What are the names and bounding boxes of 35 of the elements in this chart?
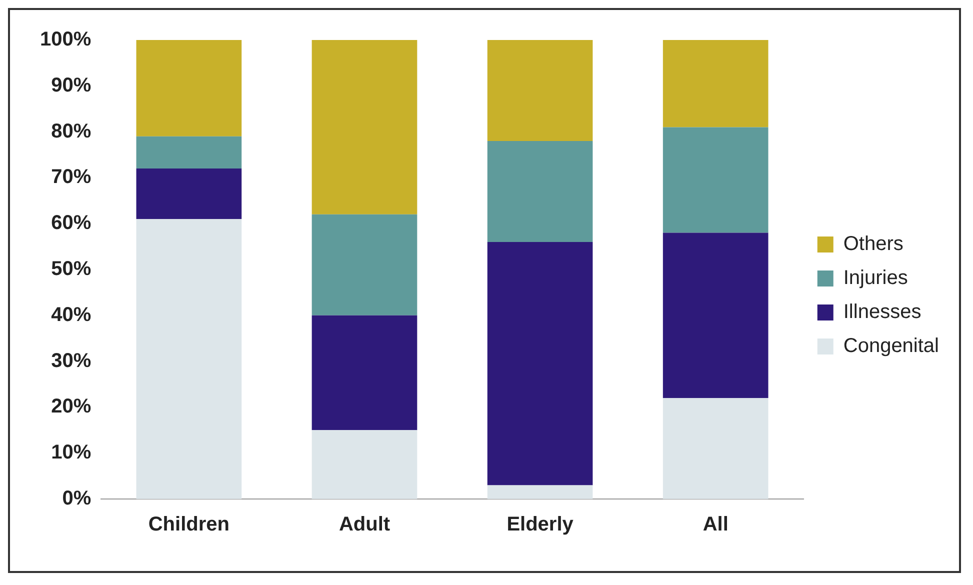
bar bbox=[136, 168, 242, 220]
bar bbox=[662, 232, 768, 398]
legend-label: Illnesses bbox=[843, 301, 922, 324]
legend-label: Congenital bbox=[843, 335, 939, 358]
bar bbox=[487, 242, 593, 486]
y-tick-label: 10% bbox=[51, 442, 92, 464]
x-tick-label: Children bbox=[148, 514, 230, 536]
bar bbox=[312, 315, 418, 430]
legend-label: Injuries bbox=[843, 267, 908, 290]
bar bbox=[136, 219, 242, 499]
legend-label: Others bbox=[843, 233, 904, 256]
y-tick-label: 80% bbox=[51, 120, 92, 142]
bar bbox=[487, 40, 593, 141]
bar bbox=[662, 398, 768, 499]
x-tick-label: Elderly bbox=[506, 514, 574, 536]
x-tick-label: Adult bbox=[338, 514, 390, 536]
y-tick-label: 50% bbox=[51, 258, 92, 280]
bar bbox=[136, 136, 242, 169]
y-tick-label: 30% bbox=[51, 350, 92, 372]
y-tick-label: 40% bbox=[51, 304, 92, 326]
bar bbox=[136, 40, 242, 136]
x-tick-label: All bbox=[702, 514, 728, 536]
bar bbox=[487, 140, 593, 242]
y-tick-label: 90% bbox=[51, 74, 92, 96]
y-tick-label: 70% bbox=[51, 166, 92, 188]
bar bbox=[662, 127, 768, 233]
y-tick-label: 100% bbox=[40, 28, 92, 51]
bar bbox=[312, 430, 418, 499]
bar bbox=[487, 485, 593, 499]
bar bbox=[662, 40, 768, 128]
y-tick-label: 20% bbox=[51, 396, 92, 418]
bar bbox=[312, 40, 418, 214]
y-tick-label: 60% bbox=[51, 212, 92, 234]
y-tick-label: 0% bbox=[62, 488, 92, 510]
bar bbox=[312, 214, 418, 316]
